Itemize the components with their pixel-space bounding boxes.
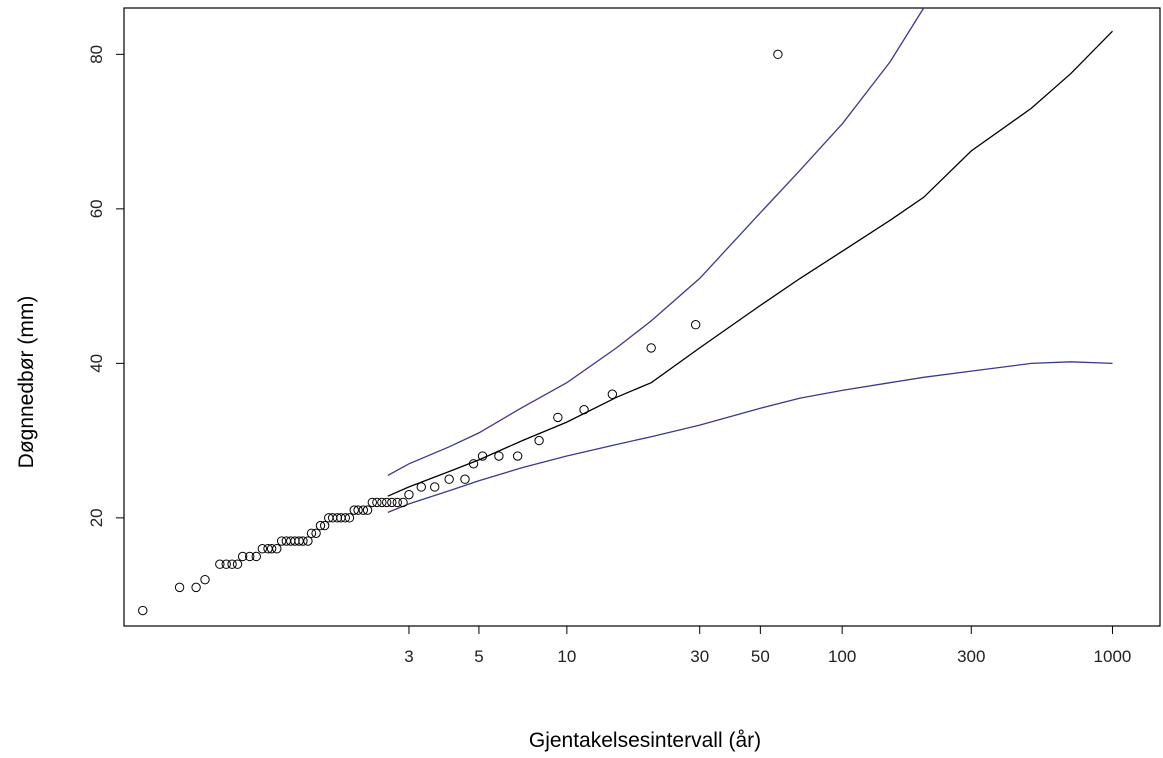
data-point xyxy=(245,551,255,562)
data-point xyxy=(315,520,326,531)
data-point xyxy=(367,497,378,508)
data-point xyxy=(381,497,392,508)
data-point xyxy=(266,544,277,554)
y-axis: 20 40 60 80 xyxy=(87,45,124,527)
data-point xyxy=(237,551,248,562)
x-tick-label: 50 xyxy=(751,647,770,666)
data-point xyxy=(306,528,317,538)
data-point xyxy=(494,451,504,461)
data-point xyxy=(512,451,523,461)
data-point xyxy=(392,497,402,508)
data-point xyxy=(430,482,440,492)
data-point xyxy=(646,343,656,353)
data-point xyxy=(534,435,544,446)
data-point xyxy=(303,536,313,546)
data-point xyxy=(257,544,268,554)
y-tick-label: 40 xyxy=(87,354,106,373)
data-point xyxy=(468,459,479,469)
data-point xyxy=(607,389,618,399)
data-point xyxy=(298,536,308,546)
data-point xyxy=(362,505,373,515)
data-point xyxy=(251,551,261,562)
data-point xyxy=(200,574,210,585)
x-tick-label: 5 xyxy=(474,647,483,666)
lower-confidence-line xyxy=(387,361,1113,514)
upper-confidence-line xyxy=(387,7,925,476)
data-point xyxy=(191,582,201,593)
data-point xyxy=(344,513,355,523)
data-point xyxy=(377,497,387,508)
x-axis-title: Gjentakelsesintervall (år) xyxy=(529,729,761,752)
data-point xyxy=(690,320,701,330)
fitted-line xyxy=(387,30,1113,497)
y-tick-label: 80 xyxy=(87,45,106,64)
data-point xyxy=(221,559,231,569)
data-point xyxy=(477,451,488,461)
x-tick-label: 300 xyxy=(957,647,985,666)
data-point xyxy=(398,497,408,508)
data-point xyxy=(387,497,397,508)
x-tick-label: 1000 xyxy=(1094,647,1132,666)
data-point xyxy=(372,497,382,508)
y-tick-label: 60 xyxy=(87,199,106,218)
data-point xyxy=(416,482,426,492)
data-point xyxy=(404,489,414,500)
data-point xyxy=(460,474,470,484)
data-point xyxy=(773,49,783,60)
data-point xyxy=(311,528,321,538)
data-point xyxy=(227,559,237,569)
x-tick-label: 100 xyxy=(828,647,856,666)
data-point xyxy=(319,520,330,531)
data-point xyxy=(138,605,148,616)
y-axis-title: Døgnnedbør (mm) xyxy=(15,296,38,469)
y-tick-label: 20 xyxy=(87,508,106,527)
data-point xyxy=(174,582,185,593)
data-point xyxy=(276,536,287,546)
plot-frame xyxy=(123,7,1161,627)
x-tick-label: 30 xyxy=(690,647,709,666)
data-point xyxy=(444,474,454,484)
data-point xyxy=(358,505,368,515)
data-point xyxy=(232,559,243,569)
data-point xyxy=(349,505,359,515)
x-tick-label: 10 xyxy=(557,647,576,666)
data-point xyxy=(553,412,563,423)
data-point xyxy=(353,505,363,515)
data-point xyxy=(215,559,225,569)
x-axis: 3 5 10 30 50 100 300 1000 xyxy=(404,626,1131,666)
x-tick-label: 3 xyxy=(404,647,413,666)
data-point xyxy=(340,513,350,523)
data-point xyxy=(579,405,589,415)
observed-points xyxy=(138,49,783,616)
series-layer xyxy=(387,7,1113,514)
data-point xyxy=(272,544,282,554)
